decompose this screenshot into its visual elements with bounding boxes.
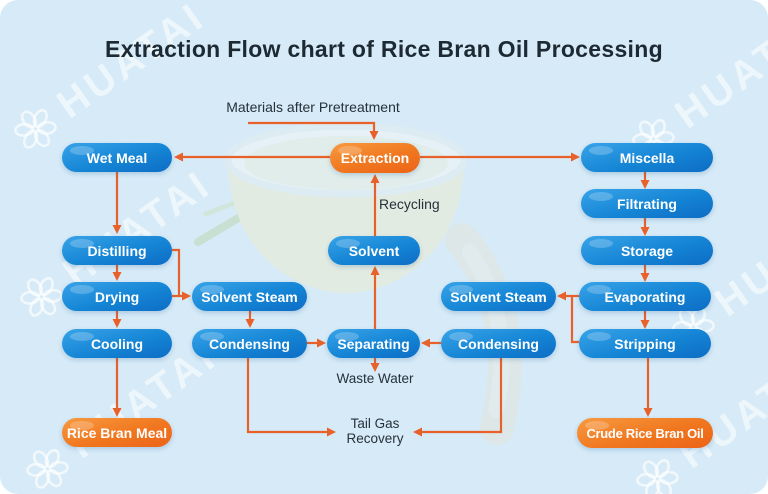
node-solvent-steam-left: Solvent Steam <box>192 282 307 311</box>
node-distilling: Distilling <box>62 236 172 265</box>
node-storage: Storage <box>581 236 713 265</box>
node-extraction: Extraction <box>330 143 420 173</box>
node-solvent: Solvent <box>328 236 420 265</box>
elbow-distilling-to-solvent-steam <box>172 248 181 296</box>
label-recycling: Recycling <box>379 196 440 212</box>
node-crude-rice-bran-oil: Crude Rice Bran Oil <box>577 418 713 448</box>
page-title: Extraction Flow chart of Rice Bran Oil P… <box>105 36 663 62</box>
node-wet-meal: Wet Meal <box>62 143 172 172</box>
elbow-stripping-to-solvent-steam <box>570 297 579 344</box>
node-evaporating: Evaporating <box>579 282 711 311</box>
node-solvent-steam-right: Solvent Steam <box>441 282 556 311</box>
label-tail-gas-recovery: Tail Gas Recovery <box>325 416 425 446</box>
label-tail-gas-line2: Recovery <box>346 431 404 446</box>
node-separating: Separating <box>327 329 420 358</box>
node-condensing-left: Condensing <box>192 329 307 358</box>
label-waste-water: Waste Water <box>336 371 414 386</box>
node-stripping: Stripping <box>579 329 711 358</box>
arrow-materials-to-extraction <box>248 121 379 140</box>
node-rice-bran-meal: Rice Bran Meal <box>62 418 172 447</box>
arrow-condensing-right-to-tail-gas <box>413 358 503 437</box>
node-miscella: Miscella <box>581 143 713 172</box>
node-drying: Drying <box>62 282 172 311</box>
label-tail-gas-line1: Tail Gas <box>350 416 400 431</box>
node-cooling: Cooling <box>62 329 172 358</box>
label-materials-after-pretreatment: Materials after Pretreatment <box>226 99 400 115</box>
arrow-condensing-left-to-tail-gas <box>246 358 336 437</box>
node-condensing-right: Condensing <box>441 329 556 358</box>
node-filtrating: Filtrating <box>581 189 713 218</box>
